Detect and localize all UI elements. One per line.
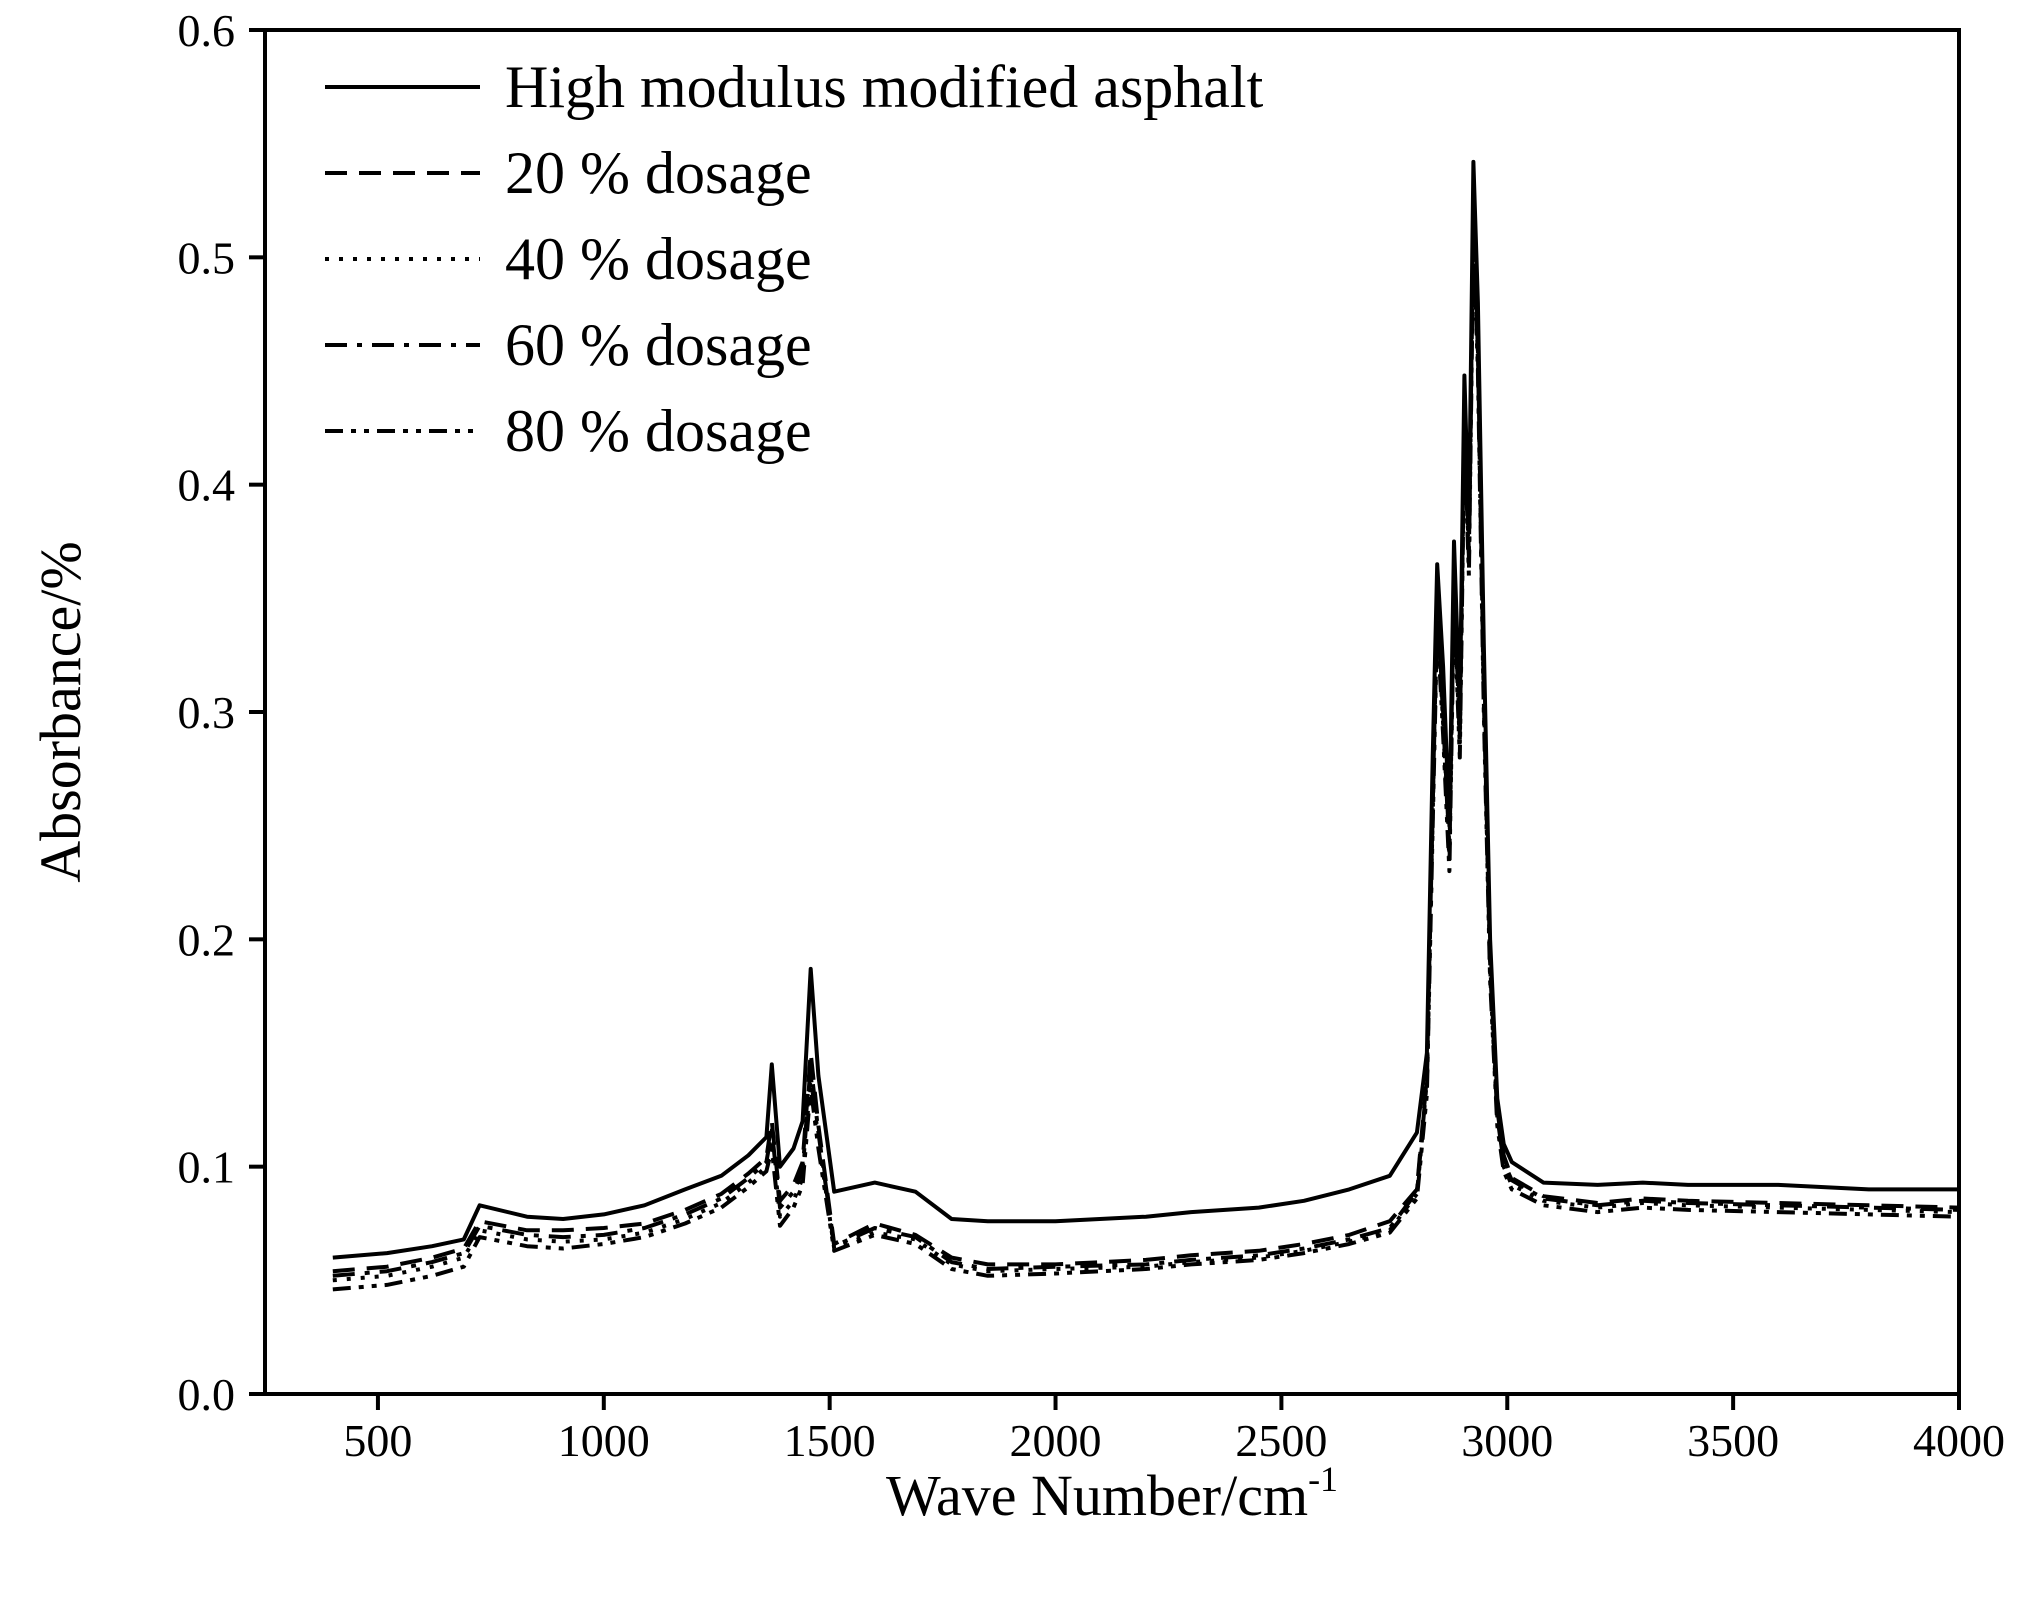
legend-label: High modulus modified asphalt — [505, 54, 1264, 120]
x-axis-title-text: Wave Number/cm — [886, 1463, 1308, 1528]
series-line-4 — [332, 214, 1960, 1278]
legend: High modulus modified asphalt 20 % dosage… — [325, 54, 1264, 464]
legend-label: 40 % dosage — [505, 226, 812, 292]
series-layer — [332, 159, 1960, 1292]
legend-item-5: 80 % dosage — [325, 398, 812, 464]
x-tick-label: 3000 — [1461, 1415, 1553, 1466]
y-tick-label: 0.0 — [178, 1369, 236, 1420]
legend-item-3: 40 % dosage — [325, 226, 812, 292]
x-tick-label: 1500 — [784, 1415, 876, 1466]
series-line-5 — [332, 232, 1960, 1292]
legend-label: 80 % dosage — [505, 398, 812, 464]
y-tick-label: 0.2 — [178, 914, 236, 965]
y-tick-label: 0.1 — [178, 1142, 236, 1193]
x-tick-label: 1000 — [558, 1415, 650, 1466]
x-tick-label: 3500 — [1687, 1415, 1779, 1466]
x-tick-label: 4000 — [1913, 1415, 2005, 1466]
x-axis-title: Wave Number/cm-1 — [886, 1459, 1338, 1528]
y-tick-label: 0.4 — [178, 460, 236, 511]
series-line-3 — [332, 221, 1960, 1283]
y-tick-label: 0.6 — [178, 5, 236, 56]
legend-item-2: 20 % dosage — [325, 140, 812, 206]
x-axis-title-superscript: -1 — [1308, 1459, 1338, 1499]
y-axis-title: Absorbance/% — [28, 541, 93, 882]
x-tick-label: 2000 — [1010, 1415, 1102, 1466]
legend-label: 20 % dosage — [505, 140, 812, 206]
x-tick-label: 2500 — [1235, 1415, 1327, 1466]
x-axis: 500 1000 1500 2000 2500 3000 3500 4000 — [343, 1394, 2005, 1466]
x-tick-label: 500 — [343, 1415, 412, 1466]
legend-label: 60 % dosage — [505, 312, 812, 378]
series-line-2 — [332, 209, 1960, 1274]
y-axis: 0.0 0.1 0.2 0.3 0.4 0.5 0.6 — [178, 5, 265, 1420]
y-tick-label: 0.5 — [178, 232, 236, 283]
legend-item-4: 60 % dosage — [325, 312, 812, 378]
legend-item-1: High modulus modified asphalt — [325, 54, 1264, 120]
y-tick-label: 0.3 — [178, 687, 236, 738]
